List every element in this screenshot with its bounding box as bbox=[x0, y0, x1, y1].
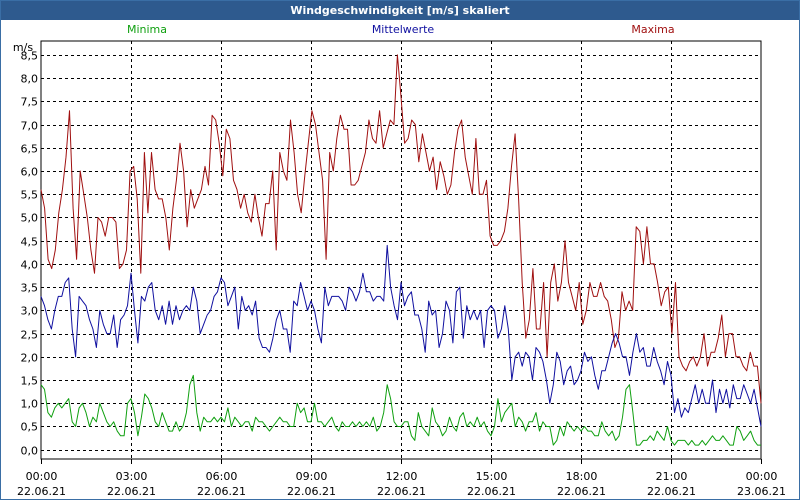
y-tick-label: 3,5 bbox=[21, 282, 39, 295]
x-tick-time: 18:00 bbox=[566, 470, 598, 483]
x-tick-time: 00:00 bbox=[26, 470, 58, 483]
y-tick-label: 6,5 bbox=[21, 143, 39, 156]
x-tick-date: 22.06.21 bbox=[467, 485, 516, 498]
y-tick-label: 8,0 bbox=[21, 73, 39, 86]
y-tick-label: 4,5 bbox=[21, 236, 39, 249]
x-tick-date: 22.06.21 bbox=[377, 485, 426, 498]
y-tick-label: 8,5 bbox=[21, 50, 39, 63]
y-tick-label: 2,0 bbox=[21, 352, 39, 365]
y-axis-label: m/s bbox=[13, 41, 33, 54]
x-tick-time: 09:00 bbox=[296, 470, 328, 483]
x-tick-time: 06:00 bbox=[206, 470, 238, 483]
y-tick-label: 5,5 bbox=[21, 189, 39, 202]
x-tick-date: 22.06.21 bbox=[107, 485, 156, 498]
series-line-minima bbox=[40, 374, 761, 446]
x-tick-date: 23.06.21 bbox=[737, 485, 786, 498]
series-line-mittelwerte bbox=[40, 244, 762, 427]
series-line-maxima bbox=[40, 54, 762, 404]
x-tick-date: 22.06.21 bbox=[197, 485, 246, 498]
x-tick-date: 22.06.21 bbox=[647, 485, 696, 498]
y-tick-label: 6,0 bbox=[21, 166, 39, 179]
x-tick-time: 12:00 bbox=[386, 470, 418, 483]
y-tick-label: 7,5 bbox=[21, 96, 39, 109]
x-tick-time: 00:00 bbox=[746, 470, 778, 483]
chart-title: Windgeschwindigkeit [m/s] skaliert bbox=[1, 1, 799, 20]
legend-mittelwerte: Mittelwerte bbox=[372, 23, 435, 36]
y-tick-label: 1,0 bbox=[21, 398, 39, 411]
x-tick-time: 03:00 bbox=[116, 470, 148, 483]
legend-minima: Minima bbox=[127, 23, 167, 36]
x-tick-date: 22.06.21 bbox=[557, 485, 606, 498]
y-tick-label: 0,5 bbox=[21, 421, 39, 434]
y-tick-label: 2,5 bbox=[21, 329, 39, 342]
x-tick-date: 22.06.21 bbox=[17, 485, 66, 498]
legend-maxima: Maxima bbox=[631, 23, 674, 36]
x-tick-time: 21:00 bbox=[656, 470, 688, 483]
y-tick-label: 7,0 bbox=[21, 120, 39, 133]
y-tick-label: 3,0 bbox=[21, 305, 39, 318]
y-tick-label: 0,0 bbox=[21, 445, 39, 458]
y-tick-label: 5,0 bbox=[21, 212, 39, 225]
x-tick-date: 22.06.21 bbox=[287, 485, 336, 498]
x-tick-time: 15:00 bbox=[476, 470, 508, 483]
y-tick-label: 1,5 bbox=[21, 375, 39, 388]
y-tick-label: 4,0 bbox=[21, 259, 39, 272]
